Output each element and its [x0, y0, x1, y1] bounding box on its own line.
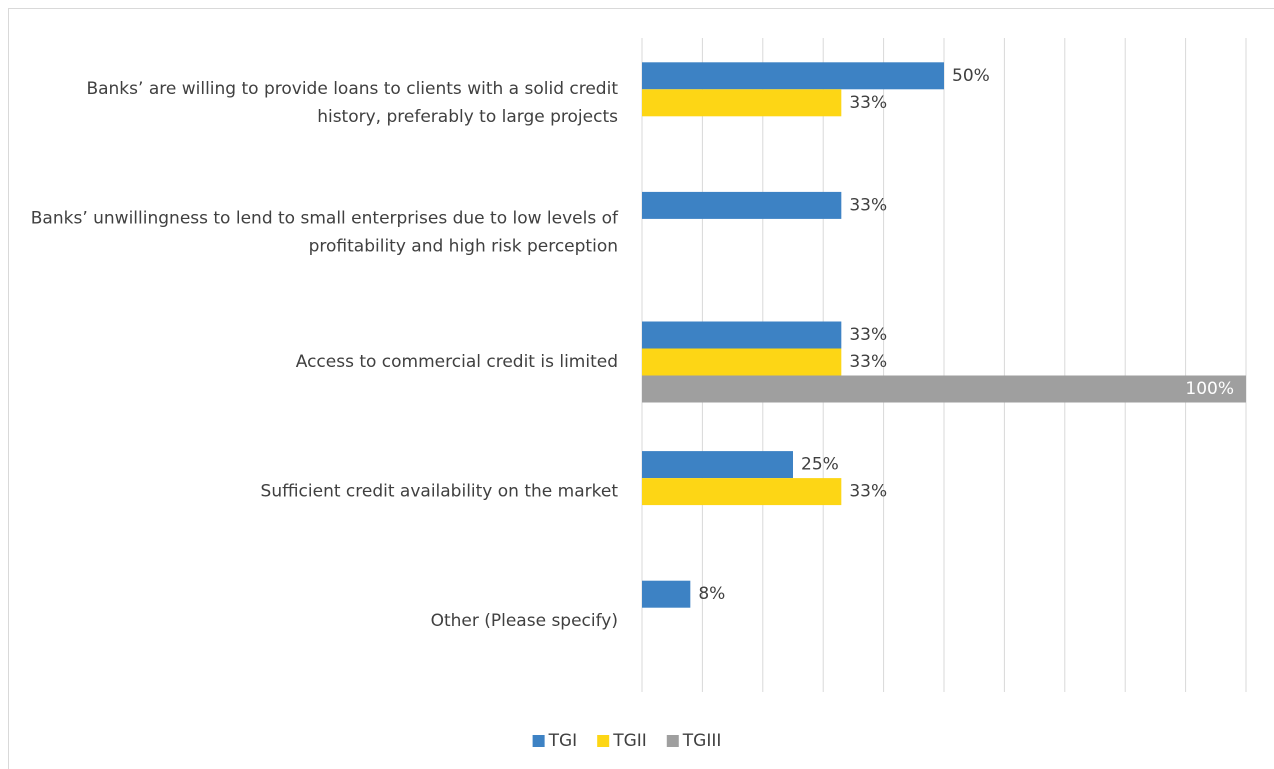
legend-swatch: [597, 735, 610, 747]
legend-label: TGIII: [682, 731, 722, 751]
bar: [642, 321, 842, 349]
bar: [642, 451, 793, 479]
legend-label: TGI: [548, 731, 578, 751]
legend-swatch: [666, 735, 679, 747]
bar: [642, 478, 842, 506]
data-label: 33%: [849, 93, 887, 113]
data-label: 50%: [952, 66, 990, 86]
category-label: Banks’ are willing to provide loans to c…: [86, 79, 618, 127]
bar: [642, 62, 944, 90]
data-label: 33%: [849, 352, 887, 372]
legend-label: TGII: [612, 731, 647, 751]
data-label: 25%: [801, 455, 839, 475]
bar: [642, 348, 842, 376]
legend-swatch: [532, 735, 545, 747]
bar: [642, 191, 842, 219]
category-label: Other (Please specify): [431, 611, 618, 631]
bar: [642, 580, 691, 608]
bar: [642, 375, 1246, 403]
category-label: Access to commercial credit is limited: [296, 352, 618, 372]
data-label: 33%: [849, 195, 887, 215]
data-label: 100%: [1185, 379, 1234, 399]
data-label: 8%: [698, 584, 725, 604]
data-label: 33%: [849, 482, 887, 502]
bar: [642, 89, 842, 117]
data-label: 33%: [849, 325, 887, 345]
category-label: Sufficient credit availability on the ma…: [261, 482, 619, 502]
category-label: Banks’ unwillingness to lend to small en…: [31, 208, 619, 256]
